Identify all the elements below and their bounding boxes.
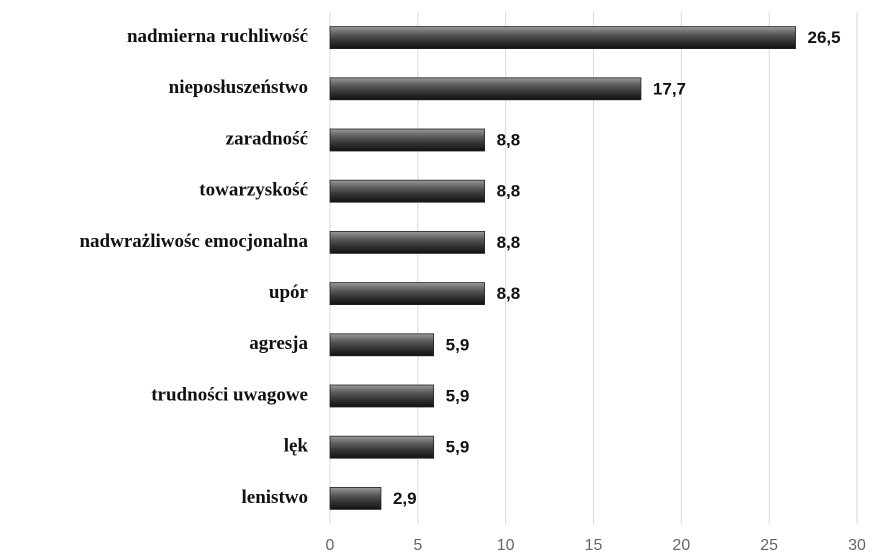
bar — [329, 486, 382, 510]
bar — [329, 26, 796, 50]
bar — [329, 384, 435, 408]
data-label: 8,8 — [497, 233, 521, 252]
data-label: 26,5 — [808, 28, 841, 47]
data-label: 2,9 — [393, 489, 417, 508]
data-label: 8,8 — [497, 130, 521, 149]
x-tick-label: 5 — [413, 537, 422, 554]
bar — [329, 333, 435, 357]
x-tick-label: 30 — [848, 537, 866, 554]
category-label: lęk — [284, 436, 309, 457]
data-label: 8,8 — [497, 182, 521, 201]
category-label: nadwrażliwośc emocjonalna — [79, 231, 308, 252]
category-label: nieposłuszeństwo — [169, 77, 308, 98]
category-label: upór — [269, 282, 309, 303]
category-label: nadmierna ruchliwość — [127, 26, 308, 47]
data-label: 17,7 — [653, 79, 686, 98]
data-label: 5,9 — [446, 386, 470, 405]
category-label: agresja — [249, 333, 308, 354]
category-label: zaradność — [226, 128, 308, 149]
category-label: towarzyskość — [199, 180, 308, 201]
bar — [329, 128, 485, 152]
bar — [329, 230, 485, 254]
bar — [329, 435, 435, 459]
data-label: 5,9 — [446, 438, 470, 457]
x-tick-label: 15 — [585, 537, 603, 554]
x-tick-label: 0 — [326, 537, 335, 554]
data-label: 8,8 — [497, 284, 521, 303]
data-label: 5,9 — [446, 335, 470, 354]
category-label: lenistwo — [242, 487, 309, 508]
x-tick-label: 25 — [760, 537, 778, 554]
bar — [329, 282, 485, 306]
bar — [329, 77, 642, 101]
bar — [329, 179, 485, 203]
x-tick-label: 10 — [497, 537, 515, 554]
category-label: trudności uwagowe — [151, 384, 308, 405]
x-tick-label: 20 — [672, 537, 690, 554]
